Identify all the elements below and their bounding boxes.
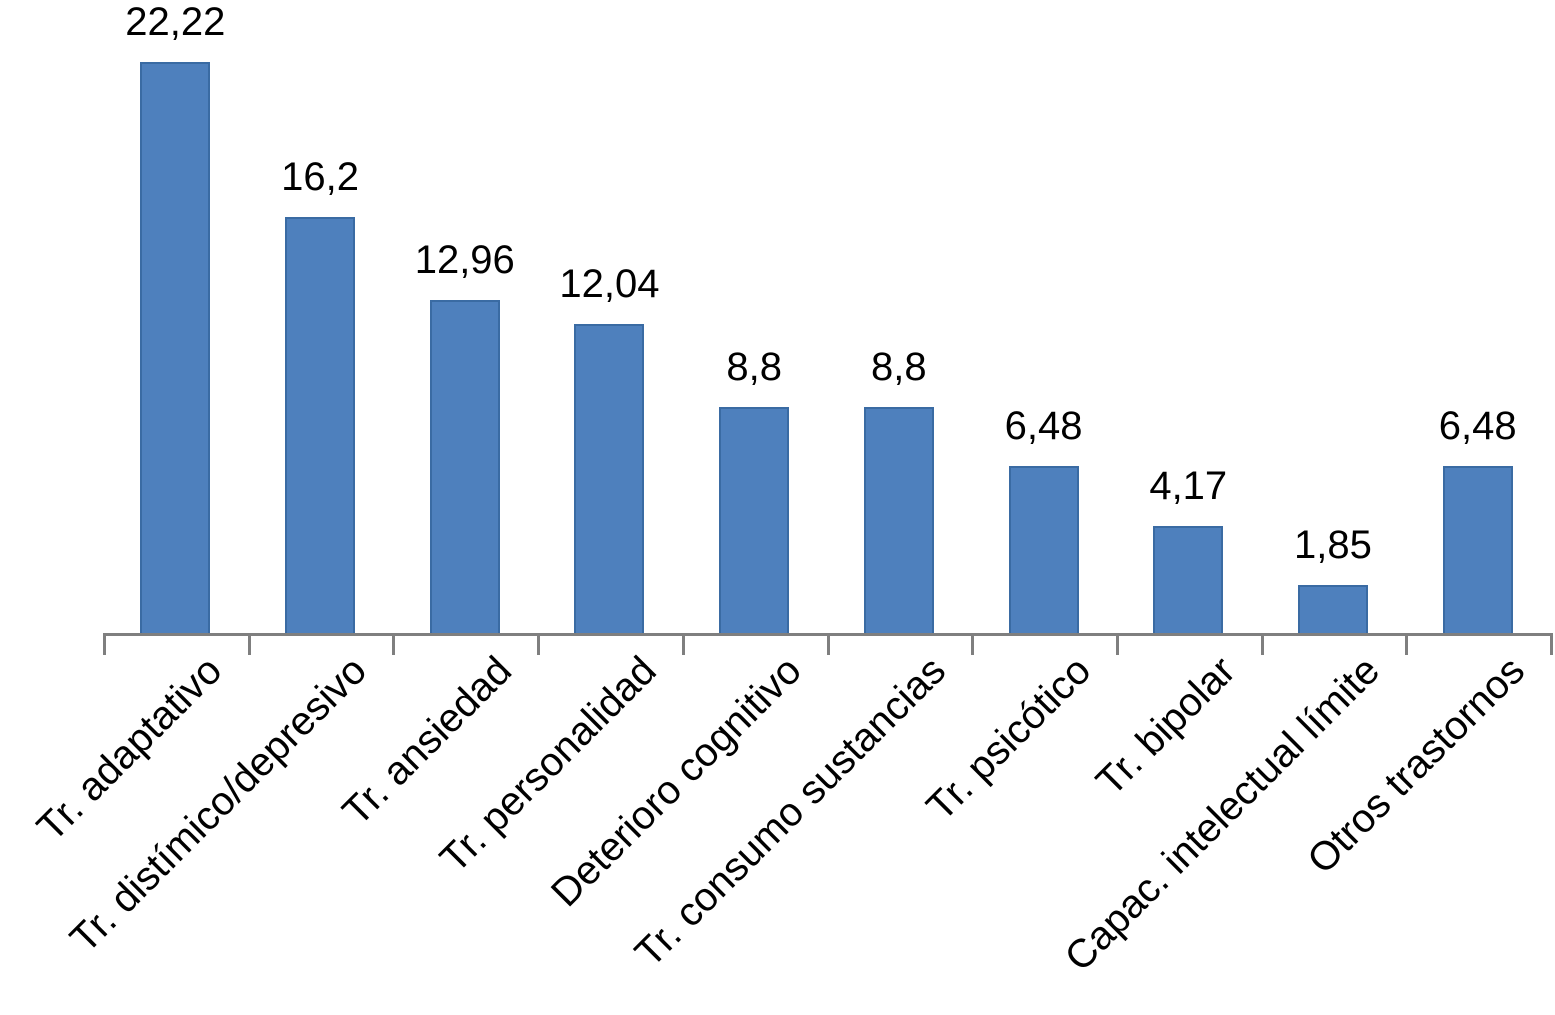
bar-value-label: 12,04 — [559, 262, 660, 306]
bar — [285, 217, 355, 633]
axis-tick — [1550, 633, 1553, 655]
bar — [864, 407, 934, 633]
bar-value-label: 16,2 — [281, 155, 359, 199]
bar-value-label: 8,8 — [726, 345, 782, 389]
bar-value-label: 1,85 — [1294, 523, 1372, 567]
bar-value-label: 8,8 — [871, 345, 927, 389]
bar-value-label: 6,48 — [1004, 404, 1083, 448]
category-label: Tr. distímico/depresivo — [62, 648, 376, 962]
bar — [1009, 466, 1079, 633]
category-label: Tr. bipolar — [1087, 648, 1244, 805]
bar — [1443, 466, 1513, 633]
bar-value-label: 4,17 — [1149, 464, 1228, 508]
axis-tick — [537, 633, 541, 655]
axis-tick — [103, 633, 106, 655]
bar-value-label: 22,22 — [125, 0, 226, 44]
bar — [140, 62, 210, 633]
bar — [574, 324, 644, 633]
axis-tick — [392, 633, 396, 655]
axis-tick — [971, 633, 975, 655]
axis-tick — [247, 633, 251, 655]
bar-value-label: 6,48 — [1438, 404, 1517, 448]
axis-tick — [1260, 633, 1264, 655]
axis-tick — [1115, 633, 1119, 655]
category-label: Deterioro cognitivo — [542, 648, 810, 916]
axis-tick — [681, 633, 685, 655]
bar — [1153, 526, 1223, 633]
axis-tick — [1405, 633, 1409, 655]
bar-value-label: 12,96 — [414, 238, 515, 282]
bar — [719, 407, 789, 633]
bar — [1298, 585, 1368, 633]
bar — [430, 300, 500, 633]
axis-tick — [826, 633, 830, 655]
